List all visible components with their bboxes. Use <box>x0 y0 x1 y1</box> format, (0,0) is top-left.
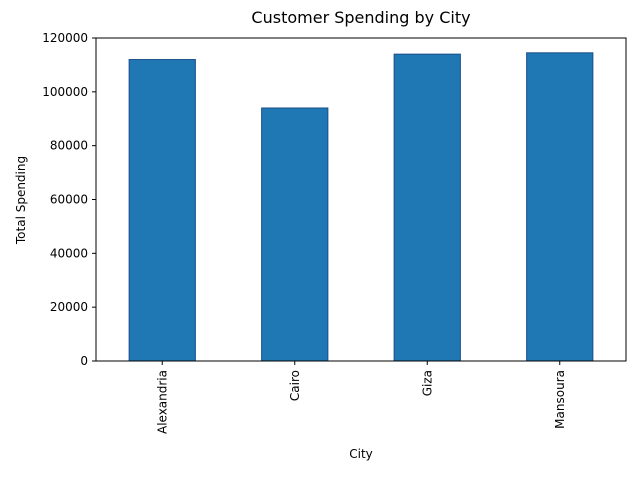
x-tick-label: Cairo <box>288 370 302 401</box>
bar <box>261 107 329 362</box>
y-axis-label: Total Spending <box>14 156 28 245</box>
x-tick-label: Giza <box>420 370 434 396</box>
bar <box>393 53 461 362</box>
y-tick-label: 60000 <box>50 193 88 207</box>
y-tick-label: 0 <box>80 354 88 368</box>
y-tick-label: 40000 <box>50 246 88 260</box>
x-axis-label: City <box>349 447 373 461</box>
bar <box>128 59 196 362</box>
x-tick-label: Mansoura <box>553 370 567 429</box>
y-tick-label: 100000 <box>42 85 88 99</box>
y-tick-label: 20000 <box>50 300 88 314</box>
y-tick-label: 80000 <box>50 139 88 153</box>
y-tick-label: 120000 <box>42 31 88 45</box>
x-tick-label: Alexandria <box>155 370 169 434</box>
bar <box>526 52 594 362</box>
chart-title: Customer Spending by City <box>251 8 470 27</box>
plot-frame <box>95 37 627 362</box>
